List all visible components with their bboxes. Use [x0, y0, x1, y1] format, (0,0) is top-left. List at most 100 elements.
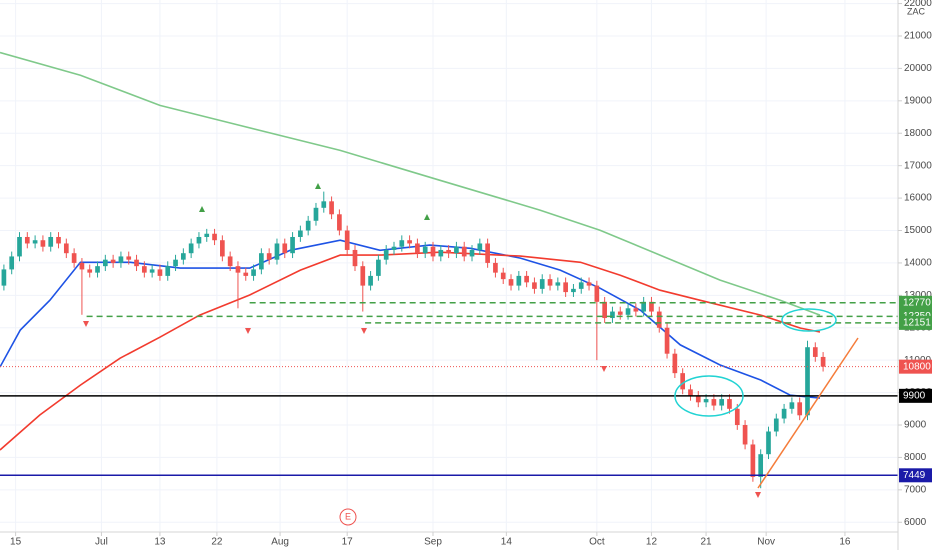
- candle-body: [711, 399, 717, 406]
- price-label: 9900: [903, 390, 926, 401]
- x-tick-label: 12: [646, 537, 658, 548]
- symbol: ZAC: [907, 6, 926, 16]
- price-label-box: [899, 388, 932, 403]
- y-tick-label: 19000: [904, 95, 932, 106]
- candle-body: [758, 454, 764, 477]
- x-tick-label: 21: [701, 537, 713, 548]
- candle-body: [71, 253, 77, 263]
- y-tick-label: 20000: [904, 63, 932, 74]
- pivot-down: [601, 366, 607, 372]
- trend-line: [757, 337, 859, 489]
- candle-body: [594, 285, 600, 302]
- price-label: 10800: [903, 361, 931, 372]
- candle-body: [415, 243, 420, 254]
- candle-body: [617, 311, 623, 315]
- x-tick-label: 14: [501, 537, 513, 548]
- y-tick-label: 7000: [904, 484, 927, 495]
- moving-average: [0, 51, 821, 316]
- event-marker[interactable]: [339, 508, 357, 526]
- candle-body: [539, 279, 545, 289]
- x-tick-label: Jul: [95, 537, 108, 548]
- candle-body: [188, 243, 194, 254]
- candle-body: [337, 214, 342, 231]
- candle-body: [625, 308, 631, 315]
- candle-body: [766, 431, 771, 455]
- x-tick-label: 13: [154, 537, 166, 548]
- candle-body: [368, 275, 373, 286]
- candle-body: [547, 279, 553, 286]
- candle-body: [781, 408, 787, 419]
- candle-body: [24, 236, 30, 244]
- candle-body: [649, 301, 654, 312]
- candle-body: [352, 249, 358, 267]
- candle-body: [454, 246, 459, 254]
- candle-body: [805, 347, 810, 416]
- x-tick-label: Nov: [757, 537, 775, 548]
- price-label-box: [899, 468, 932, 483]
- candle-body: [40, 240, 46, 247]
- y-tick-label: 18000: [904, 128, 932, 139]
- candle-body: [485, 243, 490, 263]
- candle-body: [664, 327, 670, 354]
- candle-body: [493, 262, 498, 273]
- candle-body: [422, 246, 428, 254]
- pivot-up: [424, 214, 430, 220]
- candle-body: [102, 259, 108, 267]
- candle-body: [376, 259, 381, 276]
- candle-body: [524, 275, 529, 283]
- y-tick-label: 8000: [904, 452, 927, 463]
- candle-body: [321, 201, 327, 208]
- candle-body: [313, 207, 319, 221]
- candle-body: [820, 356, 826, 367]
- candle-body: [227, 256, 233, 267]
- pivot-down: [755, 492, 761, 498]
- candle-body: [750, 444, 756, 477]
- x-tick-label: Sep: [424, 537, 442, 548]
- y-tick-label: 14000: [904, 258, 932, 269]
- candle-body: [126, 256, 132, 260]
- price-label-box: [899, 315, 932, 330]
- candle-body: [63, 243, 69, 254]
- candle-body: [298, 230, 303, 237]
- candle-body: [383, 249, 389, 260]
- candle-body: [672, 353, 678, 374]
- candle-body: [259, 253, 264, 270]
- grid: [0, 0, 898, 532]
- candle-body: [48, 236, 54, 247]
- pivot-down: [361, 328, 367, 334]
- candle-body: [602, 301, 607, 319]
- moving-average: [0, 251, 821, 451]
- candle-body: [87, 269, 93, 273]
- annotations: E: [83, 183, 859, 526]
- candle-body: [32, 240, 38, 244]
- candle-body: [500, 272, 506, 280]
- candle-body: [633, 308, 639, 312]
- candle-body: [656, 311, 662, 328]
- price-label: 12770: [903, 297, 931, 308]
- candle-body: [204, 233, 210, 237]
- candle-body: [165, 266, 171, 276]
- candle-body: [212, 233, 217, 241]
- candle-body: [181, 253, 186, 260]
- plot: [0, 51, 898, 489]
- pivot-up: [199, 206, 205, 212]
- event-label: E: [345, 511, 351, 521]
- candle-body: [266, 253, 272, 260]
- candle-body: [477, 243, 483, 250]
- candle-body: [110, 259, 116, 263]
- candle-body: [727, 399, 732, 409]
- pivot-down: [245, 328, 251, 334]
- candle-body: [586, 282, 592, 286]
- candle-body: [571, 288, 576, 293]
- highlight-ellipse: [781, 308, 837, 332]
- candle-body: [438, 249, 444, 257]
- candle-body: [282, 243, 288, 254]
- price-label: 7449: [903, 470, 926, 481]
- candle-body: [446, 249, 451, 254]
- candle-body: [469, 249, 475, 257]
- y-tick-label: 22000: [904, 0, 932, 9]
- candle-body: [532, 282, 537, 289]
- x-tick-label: 15: [10, 537, 22, 548]
- candle-body: [9, 256, 15, 270]
